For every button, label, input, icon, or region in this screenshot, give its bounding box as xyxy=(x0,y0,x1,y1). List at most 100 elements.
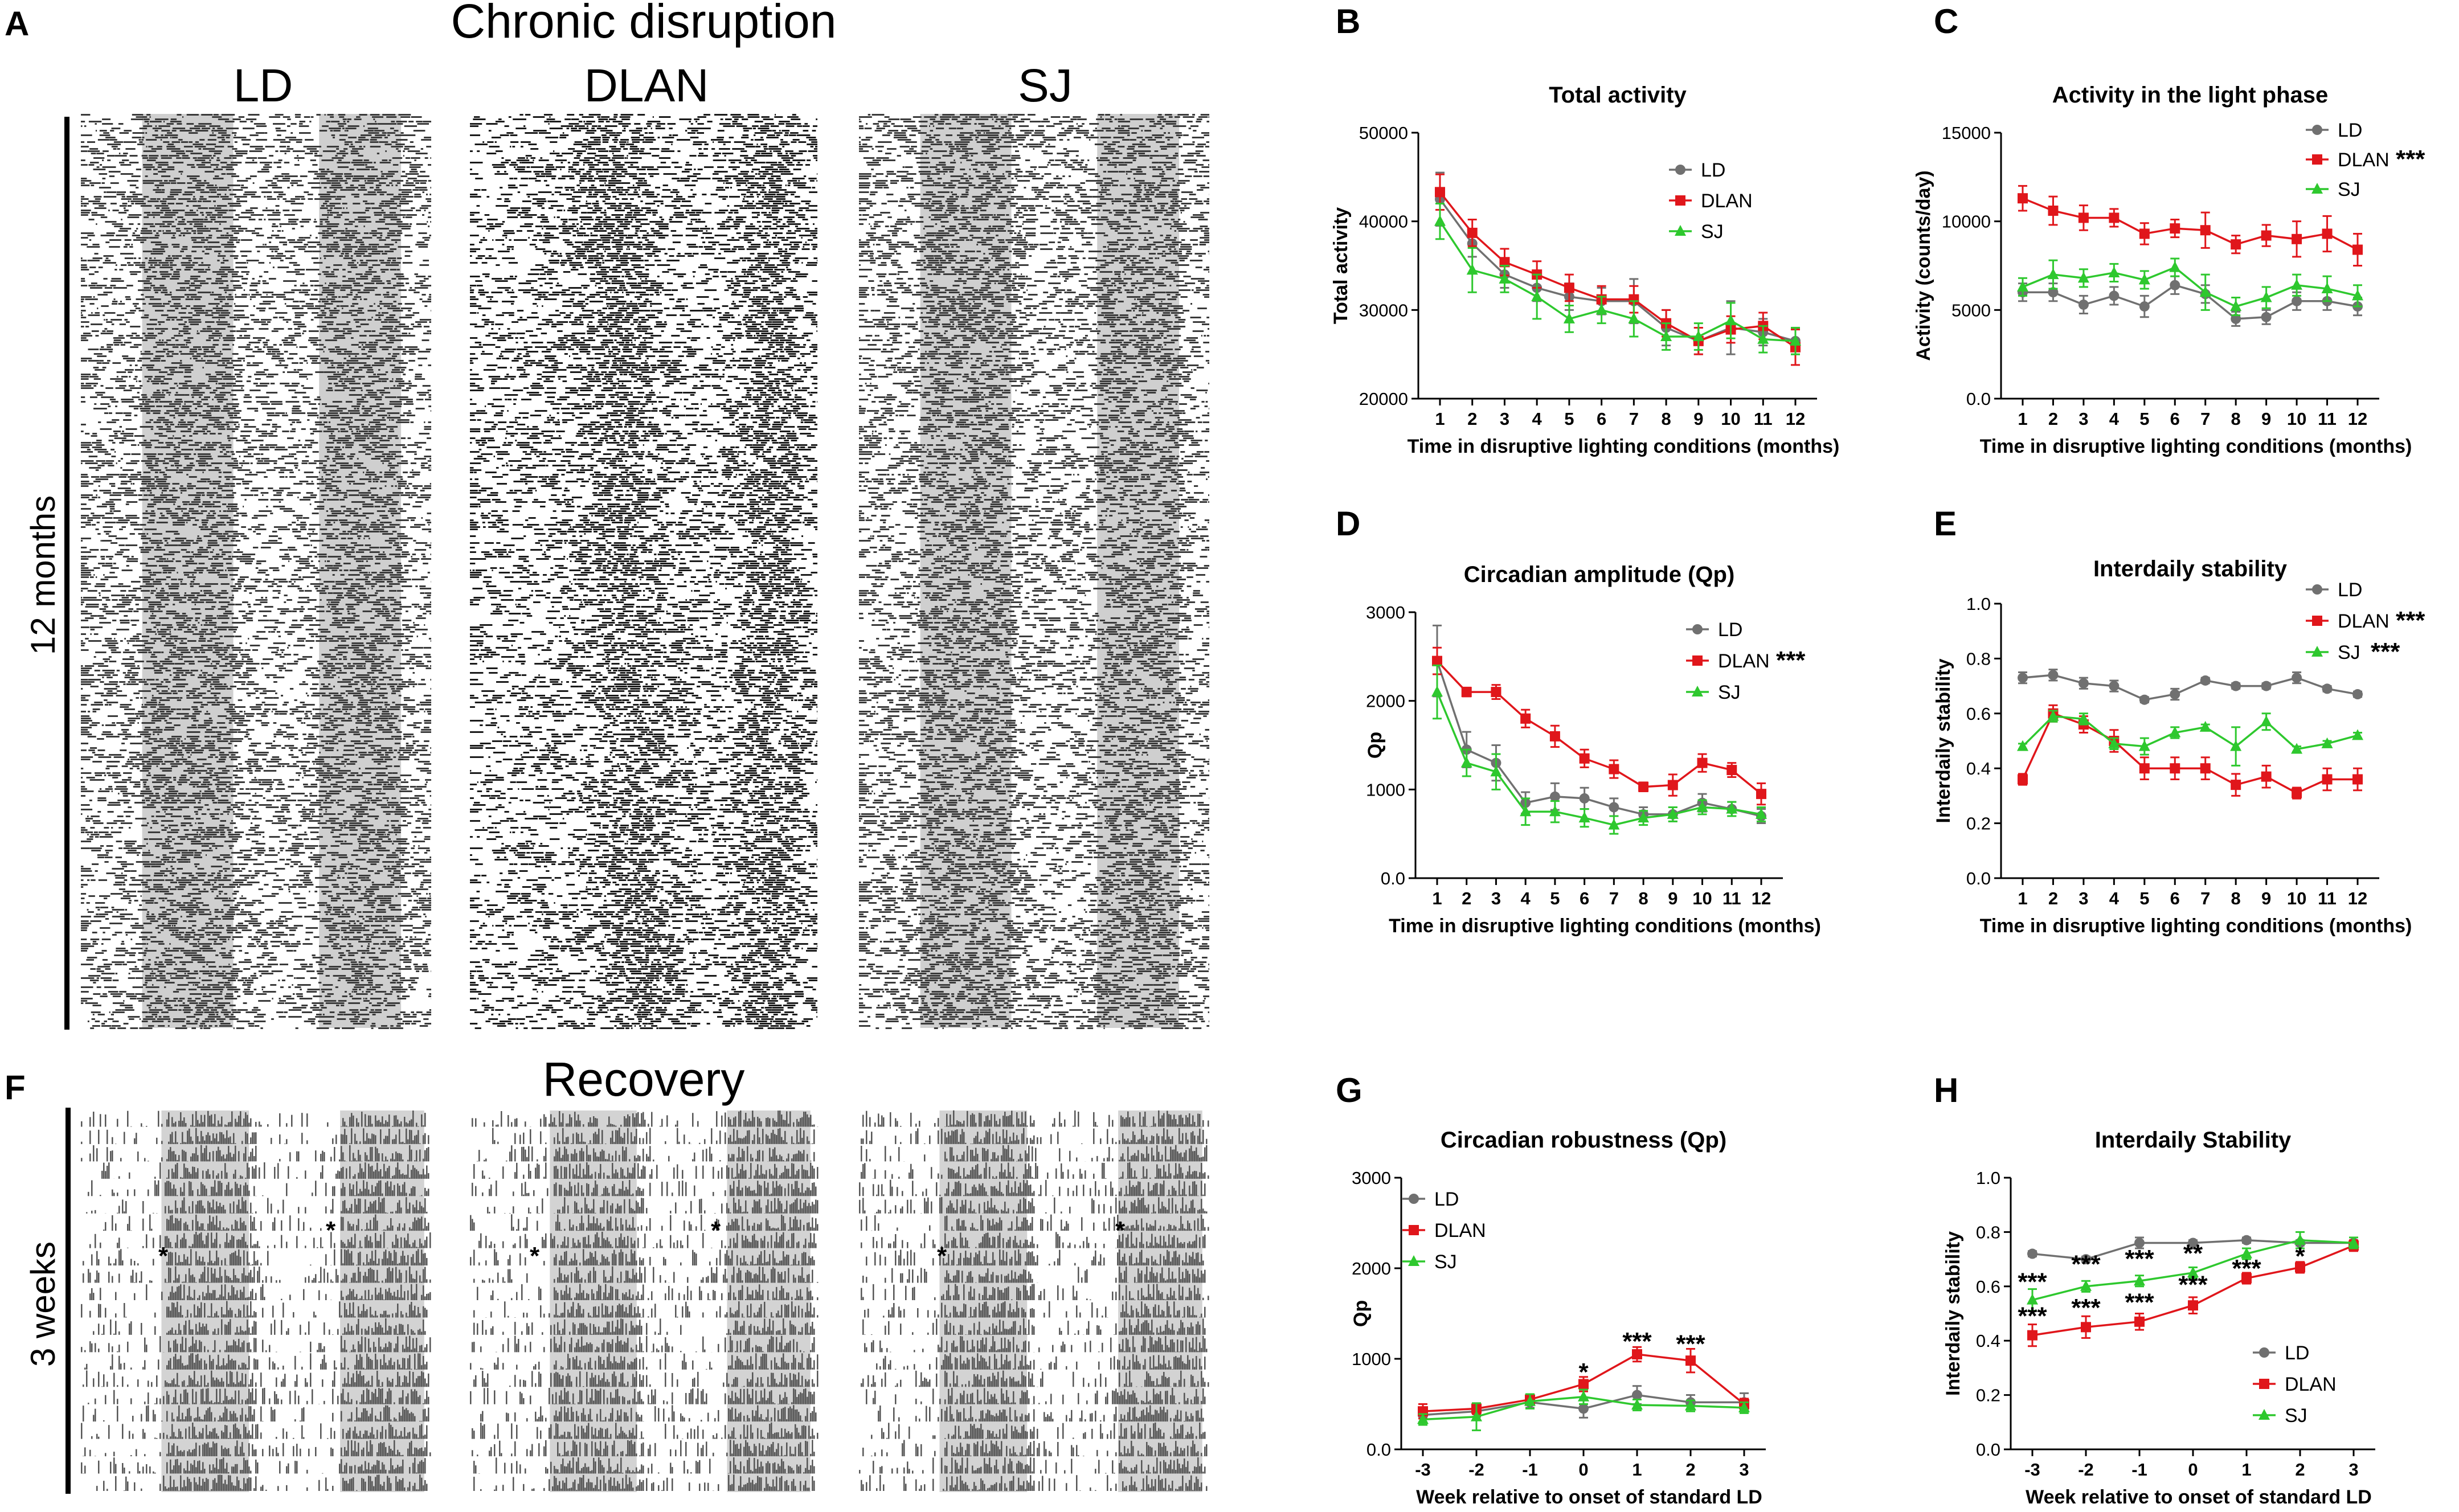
data-point-ld xyxy=(2231,681,2241,691)
legend-significance: *** xyxy=(2396,607,2425,634)
column-label-sj: SJ xyxy=(1018,60,1073,112)
y-tick-label-b: 30000 xyxy=(1359,300,1408,320)
x-axis-label-g: Week relative to onset of standard LD xyxy=(1416,1486,1762,1508)
x-tick-label-b: 2 xyxy=(1467,409,1477,429)
significance-annotation: *** xyxy=(2071,1294,2101,1322)
data-point-sj xyxy=(2294,1234,2306,1245)
x-tick-label-e: 9 xyxy=(2261,888,2271,908)
legend-entry-dlan-h: DLAN xyxy=(2253,1374,2337,1395)
data-point-ld xyxy=(2078,299,2089,310)
data-point-dlan xyxy=(1491,687,1501,698)
legend-significance: *** xyxy=(1776,646,1806,674)
y-tick-label-h: 1.0 xyxy=(1976,1168,2000,1188)
x-tick-label-b: 9 xyxy=(1693,409,1703,429)
series-ld-c xyxy=(2018,275,2363,327)
data-point-sj xyxy=(1471,1410,1482,1421)
onset-marker-ld-2: * xyxy=(326,1216,336,1244)
legend-label: LD xyxy=(1718,619,1742,641)
y-tick-label-h: 0.4 xyxy=(1976,1331,2000,1351)
legend-significance: *** xyxy=(2371,638,2400,666)
x-tick-label-e: 4 xyxy=(2109,888,2120,908)
legend-marker xyxy=(2312,616,2322,626)
x-tick-label-h: 1 xyxy=(2241,1460,2251,1480)
recovery-title: Recovery xyxy=(543,1054,745,1106)
legend-entry-dlan-b: DLAN xyxy=(1669,190,1753,212)
legend-marker xyxy=(2312,584,2322,595)
data-point-dlan xyxy=(2018,193,2028,204)
data-point-dlan xyxy=(1579,753,1590,764)
actogram-panel-chronic: A Chronic disruption LD DLAN SJ 12 month… xyxy=(5,0,1209,1030)
data-point-sj xyxy=(1692,330,1704,342)
x-tick-label-b: 6 xyxy=(1597,409,1606,429)
data-point-dlan xyxy=(1461,687,1472,698)
x-tick-label-g: -2 xyxy=(1468,1460,1484,1480)
data-point-ld xyxy=(1632,1390,1642,1400)
data-point-dlan xyxy=(2295,1262,2305,1273)
data-point-sj xyxy=(2348,1236,2359,1248)
data-point-ld xyxy=(2081,1254,2091,1265)
y-tick-label-h: 0.8 xyxy=(1976,1222,2000,1242)
data-point-dlan xyxy=(1499,257,1510,268)
data-point-sj xyxy=(1549,805,1561,817)
data-point-sj xyxy=(1431,686,1443,697)
legend-label: LD xyxy=(1701,159,1725,181)
x-tick-label-e: 3 xyxy=(2079,888,2088,908)
legend-label: LD xyxy=(2338,120,2362,141)
data-point-dlan xyxy=(1685,1355,1696,1366)
significance-annotation: *** xyxy=(2071,1251,2101,1279)
legend-label: SJ xyxy=(1718,682,1741,703)
data-point-ld xyxy=(2292,296,2302,306)
x-tick-label-d: 3 xyxy=(1491,888,1501,908)
legend-label: DLAN xyxy=(1701,190,1753,212)
data-point-dlan xyxy=(1432,655,1442,666)
x-tick-label-h: -1 xyxy=(2131,1460,2147,1480)
data-point-dlan xyxy=(1632,1349,1642,1360)
chart-e: E Interdaily stability 0.0 0.2 0.4 0.6 0.8 1.0 1… xyxy=(1933,505,2425,937)
legend-label: DLAN xyxy=(2285,1374,2337,1395)
legend-label: DLAN xyxy=(1434,1220,1486,1241)
data-point-dlan xyxy=(2292,233,2302,244)
legend-marker xyxy=(1692,624,1703,634)
data-point-sj xyxy=(1667,808,1679,819)
data-point-sj xyxy=(2260,715,2272,727)
data-point-sj xyxy=(2047,268,2059,280)
data-point-dlan xyxy=(2078,212,2089,223)
legend-label: LD xyxy=(2285,1342,2309,1364)
series-sj-g xyxy=(1417,1388,1750,1432)
x-tick-label-c: 2 xyxy=(2048,409,2058,429)
x-tick-label-h: -2 xyxy=(2078,1460,2094,1480)
data-point-sj xyxy=(2169,261,2181,272)
data-point-dlan xyxy=(2139,763,2150,774)
y-tick-label-c: 15000 xyxy=(1942,123,1991,143)
legend-marker xyxy=(1692,686,1703,696)
y-tick-label-b: 50000 xyxy=(1359,123,1408,143)
legend-label: SJ xyxy=(2338,642,2360,663)
x-tick-label-c: 9 xyxy=(2261,409,2271,429)
significance-annotation: *** xyxy=(2178,1271,2208,1298)
x-tick-label-b: 10 xyxy=(1721,409,1740,429)
legend-label: SJ xyxy=(2338,179,2360,200)
chart-c: C Activity in the light phase 0.0 5000 10000… xyxy=(1913,2,2425,457)
data-point-sj xyxy=(2077,712,2089,724)
data-point-sj xyxy=(1466,264,1478,275)
data-point-dlan xyxy=(1609,764,1619,775)
data-point-sj xyxy=(1685,1399,1696,1411)
data-point-dlan xyxy=(1756,789,1766,800)
data-point-sj xyxy=(2017,280,2028,292)
y-tick-label-h: 0.0 xyxy=(1976,1440,2000,1460)
y-tick-label-e: 0.4 xyxy=(1966,759,1991,778)
data-point-ld xyxy=(2048,670,2059,681)
significance-annotation: ** xyxy=(2183,1240,2203,1268)
x-tick-label-c: 8 xyxy=(2231,409,2241,429)
legend-entry-sj-e: SJ *** xyxy=(2306,638,2400,666)
legend-entry-dlan-g: DLAN xyxy=(1402,1220,1486,1241)
data-point-sj xyxy=(1726,802,1738,814)
data-point-dlan xyxy=(2261,230,2272,241)
onset-marker-dlan-1: * xyxy=(530,1242,540,1270)
x-tick-label-d: 8 xyxy=(1638,888,1648,908)
x-tick-label-h: 3 xyxy=(2348,1460,2358,1480)
x-tick-label-e: 11 xyxy=(2318,888,2337,908)
data-point-sj xyxy=(2321,737,2333,748)
data-point-ld xyxy=(1609,802,1619,813)
